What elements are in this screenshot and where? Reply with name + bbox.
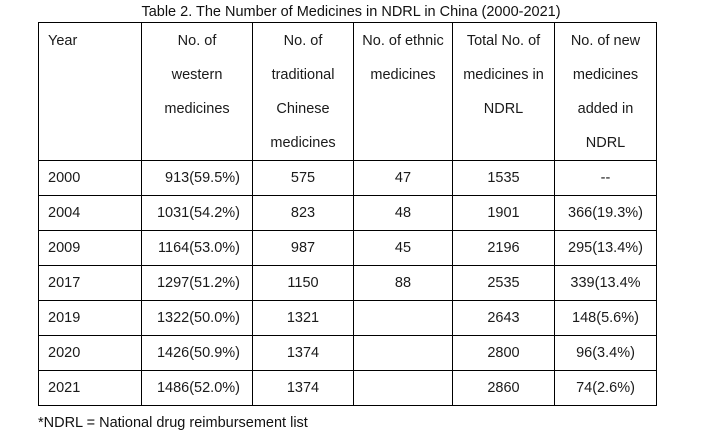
new-cell: 295(13.4%) bbox=[554, 230, 657, 266]
total-cell: 2535 bbox=[452, 265, 555, 301]
table-row: 2000 913(59.5%) 575 47 1535 -- bbox=[38, 160, 657, 196]
traditional-cell: 1374 bbox=[252, 335, 354, 371]
western-cell: 1486(52.0%) bbox=[141, 370, 253, 406]
ethnic-cell: 48 bbox=[353, 195, 453, 231]
table-row: 2019 1322(50.0%) 1321 2643 148(5.6%) bbox=[38, 300, 657, 336]
year-cell: 2017 bbox=[38, 265, 142, 301]
total-cell: 2643 bbox=[452, 300, 555, 336]
western-cell: 913(59.5%) bbox=[141, 160, 253, 196]
header-ethnic-medicines: No. of ethnic medicines bbox=[353, 22, 453, 161]
ethnic-cell bbox=[353, 335, 453, 371]
traditional-cell: 1321 bbox=[252, 300, 354, 336]
traditional-cell: 1374 bbox=[252, 370, 354, 406]
table-row: 2020 1426(50.9%) 1374 2800 96(3.4%) bbox=[38, 335, 657, 371]
header-new-medicines: No. of new medicines added in NDRL bbox=[554, 22, 657, 161]
year-cell: 2020 bbox=[38, 335, 142, 371]
traditional-cell: 987 bbox=[252, 230, 354, 266]
total-cell: 1535 bbox=[452, 160, 555, 196]
header-western-medicines: No. of western medicines bbox=[141, 22, 253, 161]
table-footnote: *NDRL = National drug reimbursement list bbox=[38, 415, 308, 431]
western-cell: 1297(51.2%) bbox=[141, 265, 253, 301]
year-cell: 2021 bbox=[38, 370, 142, 406]
table-body: 2000 913(59.5%) 575 47 1535 -- 2004 1031… bbox=[38, 160, 657, 406]
total-cell: 2196 bbox=[452, 230, 555, 266]
ethnic-cell: 47 bbox=[353, 160, 453, 196]
year-cell: 2009 bbox=[38, 230, 142, 266]
header-year: Year bbox=[38, 22, 142, 161]
table-caption: Table 2. The Number of Medicines in NDRL… bbox=[141, 4, 561, 20]
table-row: 2021 1486(52.0%) 1374 2860 74(2.6%) bbox=[38, 370, 657, 406]
western-cell: 1031(54.2%) bbox=[141, 195, 253, 231]
header-row: Year No. of western medicines No. of tra… bbox=[38, 22, 657, 161]
new-cell: 74(2.6%) bbox=[554, 370, 657, 406]
total-cell: 1901 bbox=[452, 195, 555, 231]
total-cell: 2860 bbox=[452, 370, 555, 406]
new-cell: 339(13.4% bbox=[554, 265, 657, 301]
medicines-table: Year No. of western medicines No. of tra… bbox=[38, 22, 657, 406]
western-cell: 1164(53.0%) bbox=[141, 230, 253, 266]
year-cell: 2000 bbox=[38, 160, 142, 196]
new-cell: -- bbox=[554, 160, 657, 196]
year-cell: 2004 bbox=[38, 195, 142, 231]
traditional-cell: 823 bbox=[252, 195, 354, 231]
new-cell: 148(5.6%) bbox=[554, 300, 657, 336]
western-cell: 1322(50.0%) bbox=[141, 300, 253, 336]
total-cell: 2800 bbox=[452, 335, 555, 371]
ethnic-cell: 88 bbox=[353, 265, 453, 301]
traditional-cell: 1150 bbox=[252, 265, 354, 301]
table-row: 2009 1164(53.0%) 987 45 2196 295(13.4%) bbox=[38, 230, 657, 266]
header-traditional-chinese-medicines: No. of traditional Chinese medicines bbox=[252, 22, 354, 161]
year-cell: 2019 bbox=[38, 300, 142, 336]
table-row: 2004 1031(54.2%) 823 48 1901 366(19.3%) bbox=[38, 195, 657, 231]
new-cell: 366(19.3%) bbox=[554, 195, 657, 231]
new-cell: 96(3.4%) bbox=[554, 335, 657, 371]
header-total-medicines: Total No. of medicines in NDRL bbox=[452, 22, 555, 161]
ethnic-cell bbox=[353, 370, 453, 406]
ethnic-cell bbox=[353, 300, 453, 336]
western-cell: 1426(50.9%) bbox=[141, 335, 253, 371]
table-row: 2017 1297(51.2%) 1150 88 2535 339(13.4% bbox=[38, 265, 657, 301]
traditional-cell: 575 bbox=[252, 160, 354, 196]
table-header: Year No. of western medicines No. of tra… bbox=[38, 22, 657, 161]
ethnic-cell: 45 bbox=[353, 230, 453, 266]
